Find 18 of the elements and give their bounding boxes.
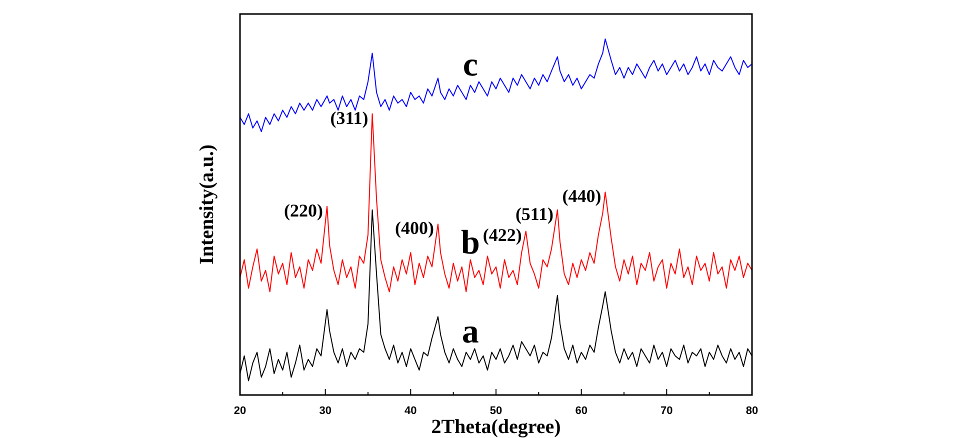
x-tick-label: 80: [746, 405, 758, 417]
x-tick-label: 70: [660, 405, 673, 417]
y-axis-title: Intensity(a.u.): [196, 144, 218, 265]
x-tick-label: 30: [319, 405, 332, 417]
x-axis-title: 2Theta(degree): [431, 416, 561, 438]
x-tick-label: 20: [234, 405, 246, 417]
annotation: (422): [482, 225, 522, 246]
x-tick-label: 50: [490, 405, 502, 417]
annotation: (311): [330, 108, 368, 128]
annotation: (400): [394, 218, 434, 238]
annotation: (220): [284, 200, 324, 220]
series-label: c: [462, 46, 478, 84]
annotation: (511): [515, 204, 554, 224]
x-tick-label: 60: [575, 405, 588, 417]
series-label: b: [460, 224, 480, 262]
x-tick-label: 40: [404, 405, 417, 417]
annotation: (440): [562, 186, 602, 206]
series-label: a: [462, 314, 479, 351]
